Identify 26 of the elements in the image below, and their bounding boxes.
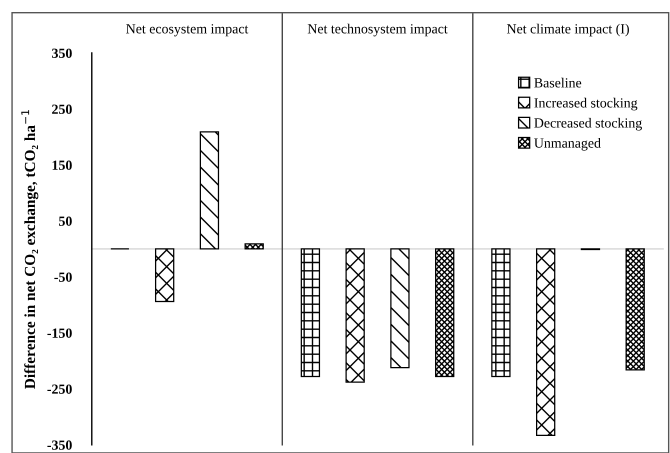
legend-label: Unmanaged xyxy=(534,138,601,151)
y-tick-label: 50 xyxy=(59,216,72,226)
legend-label: Baseline xyxy=(534,78,582,88)
y-tick-label: 150 xyxy=(52,160,72,170)
y-tick-label: -350 xyxy=(47,440,72,450)
x-tick-label: Net climate impact (I) xyxy=(506,24,629,36)
bar xyxy=(536,248,556,436)
bar xyxy=(435,248,454,378)
y-tick-label: -250 xyxy=(47,384,72,394)
bar xyxy=(244,243,264,250)
bar xyxy=(154,248,174,302)
x-tick-label: Net ecosystem impact xyxy=(126,24,248,36)
y-axis-title: Difference in net CO₂ exchange, tCO₂ ha$^{−1}$ xyxy=(21,110,38,389)
bar xyxy=(200,131,220,250)
y-tick-label: 250 xyxy=(52,104,72,114)
bar xyxy=(491,248,511,378)
y-tick-label: -150 xyxy=(47,328,72,338)
bar xyxy=(390,248,410,368)
bar xyxy=(626,248,645,370)
x-tick-label: Net technosystem impact xyxy=(308,24,448,36)
y-tick-label: 350 xyxy=(52,48,72,58)
legend-label: Increased stocking xyxy=(534,98,638,110)
bar xyxy=(300,248,320,378)
bar xyxy=(345,248,365,383)
y-tick-label: -50 xyxy=(54,272,72,282)
legend-label: Decreased stocking xyxy=(534,118,642,131)
